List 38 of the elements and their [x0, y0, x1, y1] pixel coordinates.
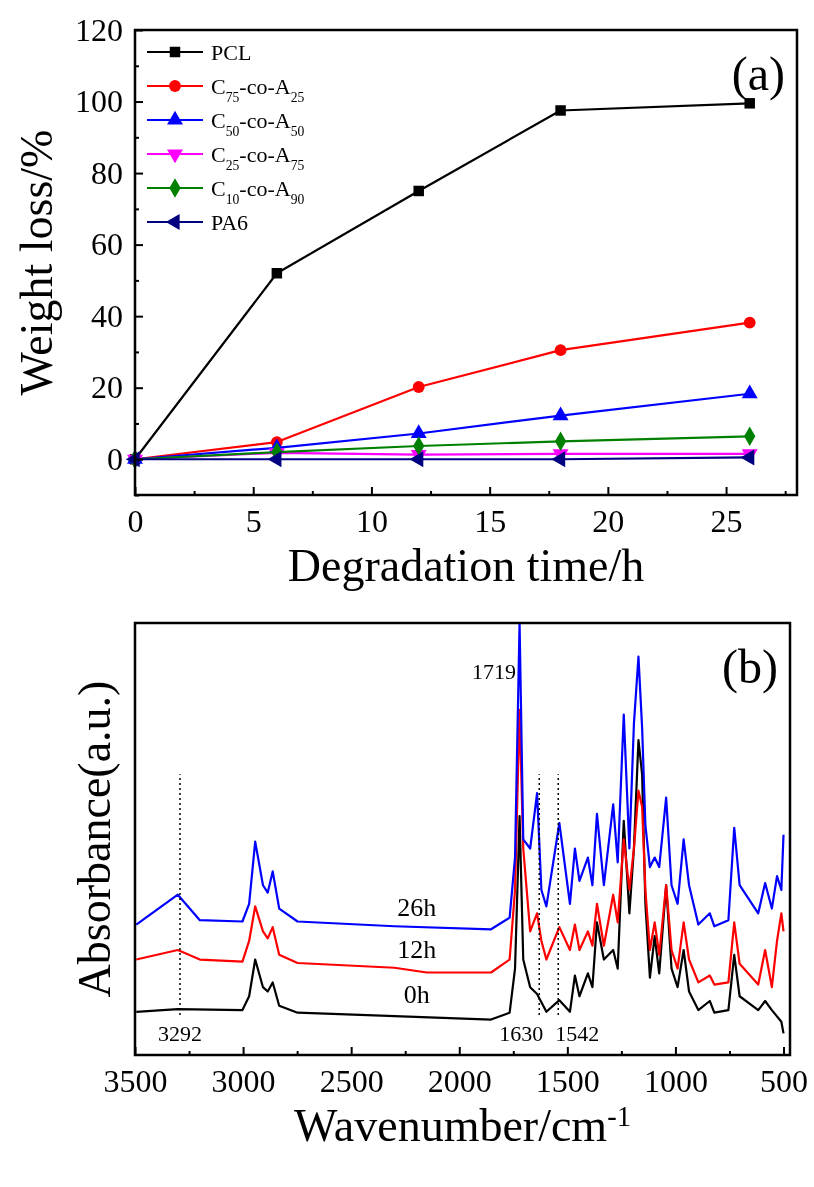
- x-tick-label: 5: [245, 502, 262, 539]
- x-tick-label: 1000: [643, 1062, 708, 1099]
- chart-title: (a): [731, 47, 785, 101]
- annotation: 1719: [472, 659, 516, 685]
- y-tick-label: 80: [91, 154, 123, 191]
- y-tick-label: 120: [75, 11, 123, 48]
- legend-label: PCL: [211, 40, 252, 65]
- y-axis-title: Weight loss/%: [11, 129, 62, 396]
- x-tick-label: 3000: [211, 1062, 276, 1099]
- ref-line-label: 1630: [499, 1021, 544, 1046]
- x-tick-label: 20: [592, 502, 625, 539]
- y-tick-label: 40: [91, 297, 123, 334]
- legend-label: C$_{10}$-co-A$_{90}$: [211, 176, 305, 207]
- x-tick-label: 2000: [427, 1062, 492, 1099]
- y-tick-label: 60: [91, 226, 123, 263]
- legend-label: PA6: [211, 210, 249, 235]
- series-label: 12h: [397, 934, 437, 964]
- y-tick-label: 20: [91, 369, 123, 406]
- x-tick-label: 3500: [103, 1062, 168, 1099]
- x-axis-title: Wavenumber/cm$^{-1}$: [294, 1100, 631, 1151]
- x-tick-label: 25: [710, 502, 743, 539]
- ref-line-label: 3292: [157, 1021, 202, 1046]
- ref-line-label: 1542: [555, 1021, 600, 1046]
- x-axis-title: Degradation time/h: [287, 540, 645, 591]
- legend-label: C$_{75}$-co-A$_{25}$: [211, 74, 305, 105]
- x-tick-label: 1500: [535, 1062, 600, 1099]
- x-tick-label: 500: [760, 1062, 809, 1099]
- y-axis-title: Absorbance(a.u.): [69, 680, 120, 998]
- x-tick-label: 10: [355, 502, 388, 539]
- legend-label: C$_{50}$-co-A$_{50}$: [211, 108, 305, 139]
- x-tick-label: 15: [474, 502, 507, 539]
- y-tick-label: 0: [107, 440, 123, 477]
- series-label: 0h: [403, 979, 430, 1009]
- y-tick-label: 100: [75, 83, 123, 120]
- chart-title: (b): [722, 640, 778, 694]
- legend-label: C$_{25}$-co-A$_{75}$: [211, 142, 305, 173]
- series-label: 26h: [397, 893, 437, 923]
- x-tick-label: 2500: [319, 1062, 384, 1099]
